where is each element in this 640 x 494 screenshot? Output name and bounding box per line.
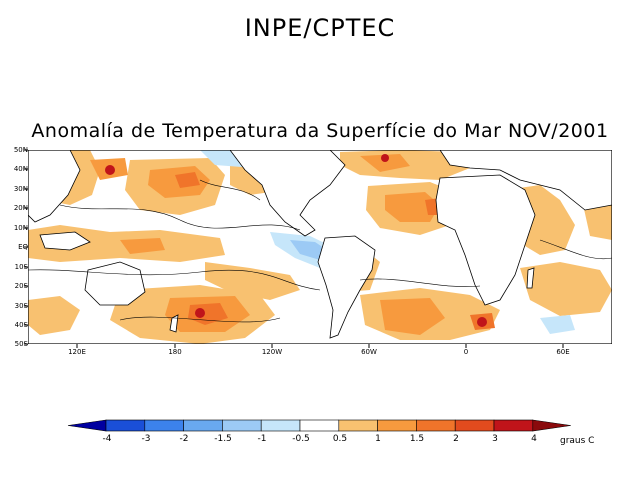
colorbar-label: 1.5 [409, 434, 425, 444]
colorbar-segment [338, 419, 378, 432]
lat-label-20n: 20N [13, 204, 28, 212]
lat-label-40n: 40N [13, 165, 28, 173]
lat-label-eq: EQ [18, 243, 28, 251]
lon-label-120e: 120E [68, 348, 86, 356]
lon-label-60w: 60W [361, 348, 377, 356]
colorbar-label: -4 [102, 434, 112, 444]
australia [84, 261, 146, 306]
colorbar-label: 4 [531, 434, 537, 444]
colorbar-segment [222, 419, 262, 432]
colorbar [67, 419, 571, 432]
colorbar-segment [105, 419, 146, 432]
map-title: Anomalía de Temperatura da Superfície do… [31, 120, 609, 142]
indonesia [39, 231, 91, 251]
north-america [229, 150, 346, 237]
lat-label-50n: 50N [13, 146, 28, 154]
lat-label-30s: 30S [14, 302, 28, 310]
colorbar-label: -1 [257, 434, 267, 444]
east-asia [28, 150, 81, 223]
madagascar [526, 267, 535, 289]
map-panel [28, 150, 612, 344]
colorbar-segment [377, 419, 417, 432]
continents [28, 150, 612, 339]
lon-label-120w: 120W [261, 348, 283, 356]
lat-label-40s: 40S [14, 321, 28, 329]
anomaly-positive-3-4 [105, 154, 487, 327]
colorbar-segment [416, 419, 456, 432]
axis-ticks [24, 149, 564, 348]
africa [435, 174, 536, 306]
colorbar-segment [183, 419, 223, 432]
colorbar-arrow-right [532, 419, 571, 432]
colorbar-units: graus C [560, 436, 595, 446]
europe-asia [439, 150, 612, 211]
lat-label-10n: 10N [13, 224, 28, 232]
lat-label-50s: 50S [14, 340, 28, 348]
colorbar-label: -2 [179, 434, 189, 444]
colorbar-segment [454, 419, 495, 432]
colorbar-arrow-left [67, 419, 107, 432]
colorbar-label: -1.5 [214, 434, 232, 444]
colorbar-segment [493, 419, 534, 432]
lat-label-20s: 20S [14, 282, 28, 290]
colorbar-segment [299, 419, 340, 432]
org-title: INPE/CPTEC [244, 14, 396, 42]
lon-label-0: 0 [463, 348, 469, 356]
contour-lines [28, 179, 612, 323]
lon-label-180: 180 [168, 348, 182, 356]
colorbar-label: 0.5 [332, 434, 348, 444]
lat-label-30n: 30N [13, 185, 28, 193]
colorbar-label: -0.5 [292, 434, 310, 444]
colorbar-label: 1 [375, 434, 381, 444]
new-zealand [169, 314, 179, 333]
colorbar-segment [144, 419, 184, 432]
south-america [317, 235, 376, 339]
lon-label-60e: 60E [556, 348, 570, 356]
lat-label-10s: 10S [14, 263, 28, 271]
colorbar-label: 2 [453, 434, 459, 444]
colorbar-label: 3 [492, 434, 498, 444]
colorbar-label: -3 [141, 434, 151, 444]
colorbar-segment [260, 419, 301, 432]
